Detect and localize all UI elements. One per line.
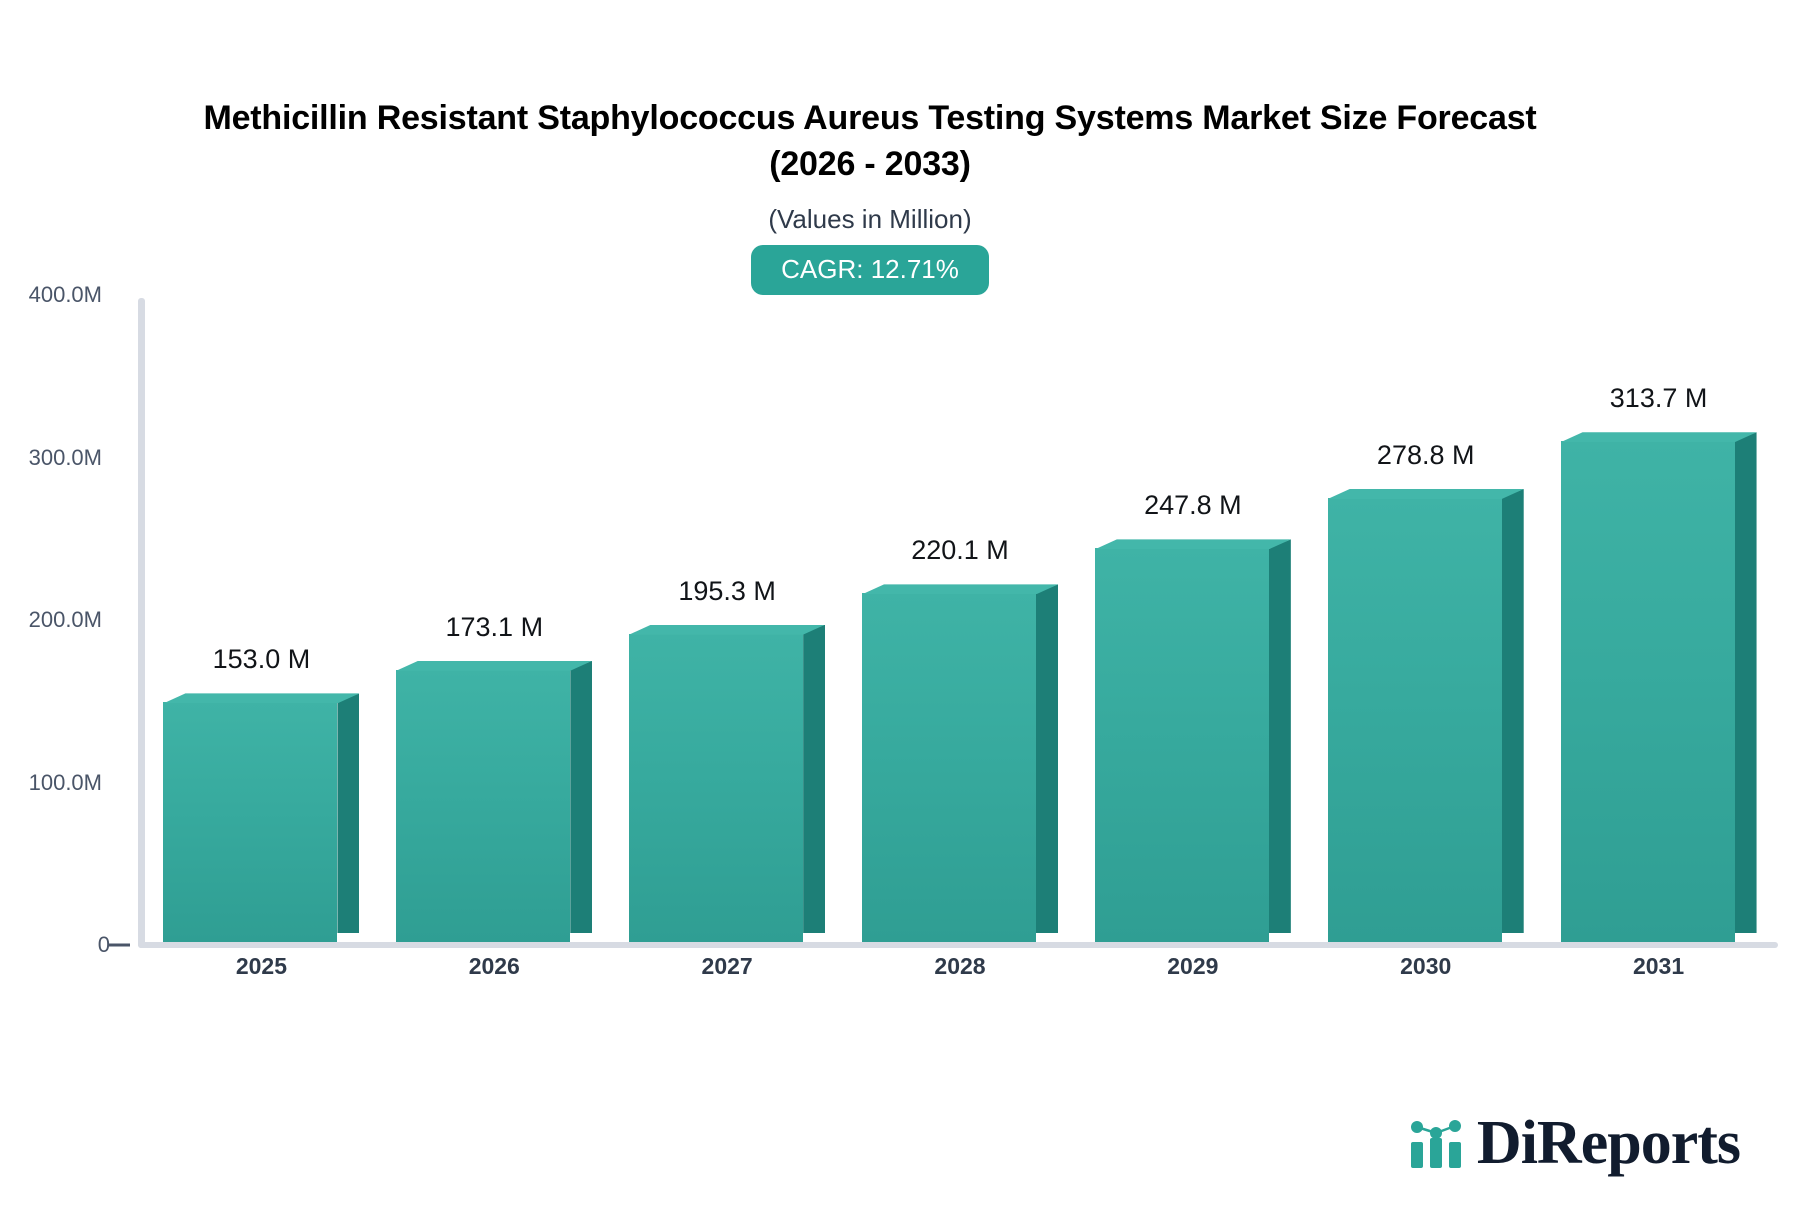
bar-front-face: [396, 669, 571, 942]
bar-top-face: [862, 584, 1058, 594]
x-axis-line: [138, 942, 1778, 948]
cagr-badge: CAGR: 12.71%: [751, 244, 989, 295]
bar-side-face: [570, 660, 593, 933]
x-axis-category-label: 2025: [235, 953, 287, 979]
chart-subtitle: (Values in Million): [768, 203, 972, 234]
bar-group[interactable]: 313.7 M 2031: [1560, 287, 1757, 979]
bar[interactable]: [396, 660, 593, 942]
bar-front-face: [1560, 441, 1735, 942]
bar-front-face: [1094, 548, 1269, 942]
bar[interactable]: [1560, 432, 1757, 942]
bar-side-face: [1734, 432, 1757, 933]
bar-value-label: 220.1 M: [911, 535, 1009, 566]
bar[interactable]: [1094, 539, 1291, 942]
bar-front-face: [862, 593, 1036, 942]
x-axis-category-label: 2026: [468, 953, 520, 979]
bar-series: 153.0 M 2025 173.1 M 2026 195.3 M 2027 220.1 M…: [145, 287, 1775, 979]
bar-value-label: 247.8 M: [1144, 490, 1242, 521]
bar-value-label: 153.0 M: [212, 644, 311, 675]
y-axis-line: [138, 298, 145, 948]
bar-value-label: 313.7 M: [1609, 383, 1708, 414]
bar-top-face: [1095, 539, 1291, 549]
bar-top-face: [1561, 432, 1757, 442]
bar-top-face: [163, 693, 359, 703]
bar-front-face: [629, 633, 804, 942]
y-axis-tick-label: 400.0M: [28, 282, 102, 307]
bar[interactable]: [1327, 488, 1524, 942]
bar-side-face: [803, 624, 826, 933]
bar-group[interactable]: 173.1 M 2026: [396, 287, 593, 979]
chart-header: Methicillin Resistant Staphylococcus Aur…: [90, 96, 1650, 295]
logo-text: DiReports: [1476, 1109, 1741, 1177]
y-axis-tick-label: 300.0M: [28, 444, 102, 470]
bar-chart-logo-icon: [1410, 1120, 1461, 1168]
x-axis-category-label: 2028: [934, 953, 986, 979]
bar-group[interactable]: 278.8 M 2030: [1327, 287, 1524, 979]
bar-side-face: [1501, 488, 1524, 933]
bar-group[interactable]: 195.3 M 2027: [629, 287, 826, 979]
bar[interactable]: [629, 624, 826, 942]
y-axis-zero-tick: [108, 943, 130, 947]
bar-top-face: [396, 661, 592, 671]
bar[interactable]: [862, 584, 1058, 942]
chart-title: Methicillin Resistant Staphylococcus Aur…: [203, 99, 1537, 183]
bar-group[interactable]: 220.1 M 2028: [862, 287, 1058, 979]
y-axis-tick-label: 100.0M: [28, 769, 102, 795]
bar-side-face: [1036, 584, 1058, 933]
x-axis-category-label: 2031: [1632, 953, 1685, 979]
bar-value-label: 173.1 M: [445, 611, 544, 642]
bar-side-face: [337, 693, 360, 933]
x-axis-category-label: 2029: [1167, 953, 1219, 979]
bar-front-face: [163, 702, 338, 942]
x-axis-category-label: 2027: [701, 953, 753, 979]
chart-plot-area: 0 100.0M 200.0M 300.0M 400.0M 153.0 M 2025 173…: [0, 282, 1800, 990]
y-axis-tick-label: 0: [97, 932, 110, 957]
bar-side-face: [1268, 539, 1291, 933]
bar-front-face: [1327, 497, 1502, 942]
bar-value-label: 195.3 M: [678, 575, 776, 606]
y-axis-tick-label: 200.0M: [28, 607, 102, 632]
bar-top-face: [1328, 489, 1524, 499]
x-axis-category-label: 2030: [1400, 953, 1452, 979]
bar-group[interactable]: 153.0 M 2025: [163, 287, 360, 979]
bar-value-label: 278.8 M: [1376, 439, 1475, 470]
bar-group[interactable]: 247.8 M 2029: [1094, 287, 1291, 979]
bar[interactable]: [163, 693, 360, 942]
direports-logo: DiReports: [1409, 1109, 1741, 1177]
bar-top-face: [629, 625, 825, 635]
